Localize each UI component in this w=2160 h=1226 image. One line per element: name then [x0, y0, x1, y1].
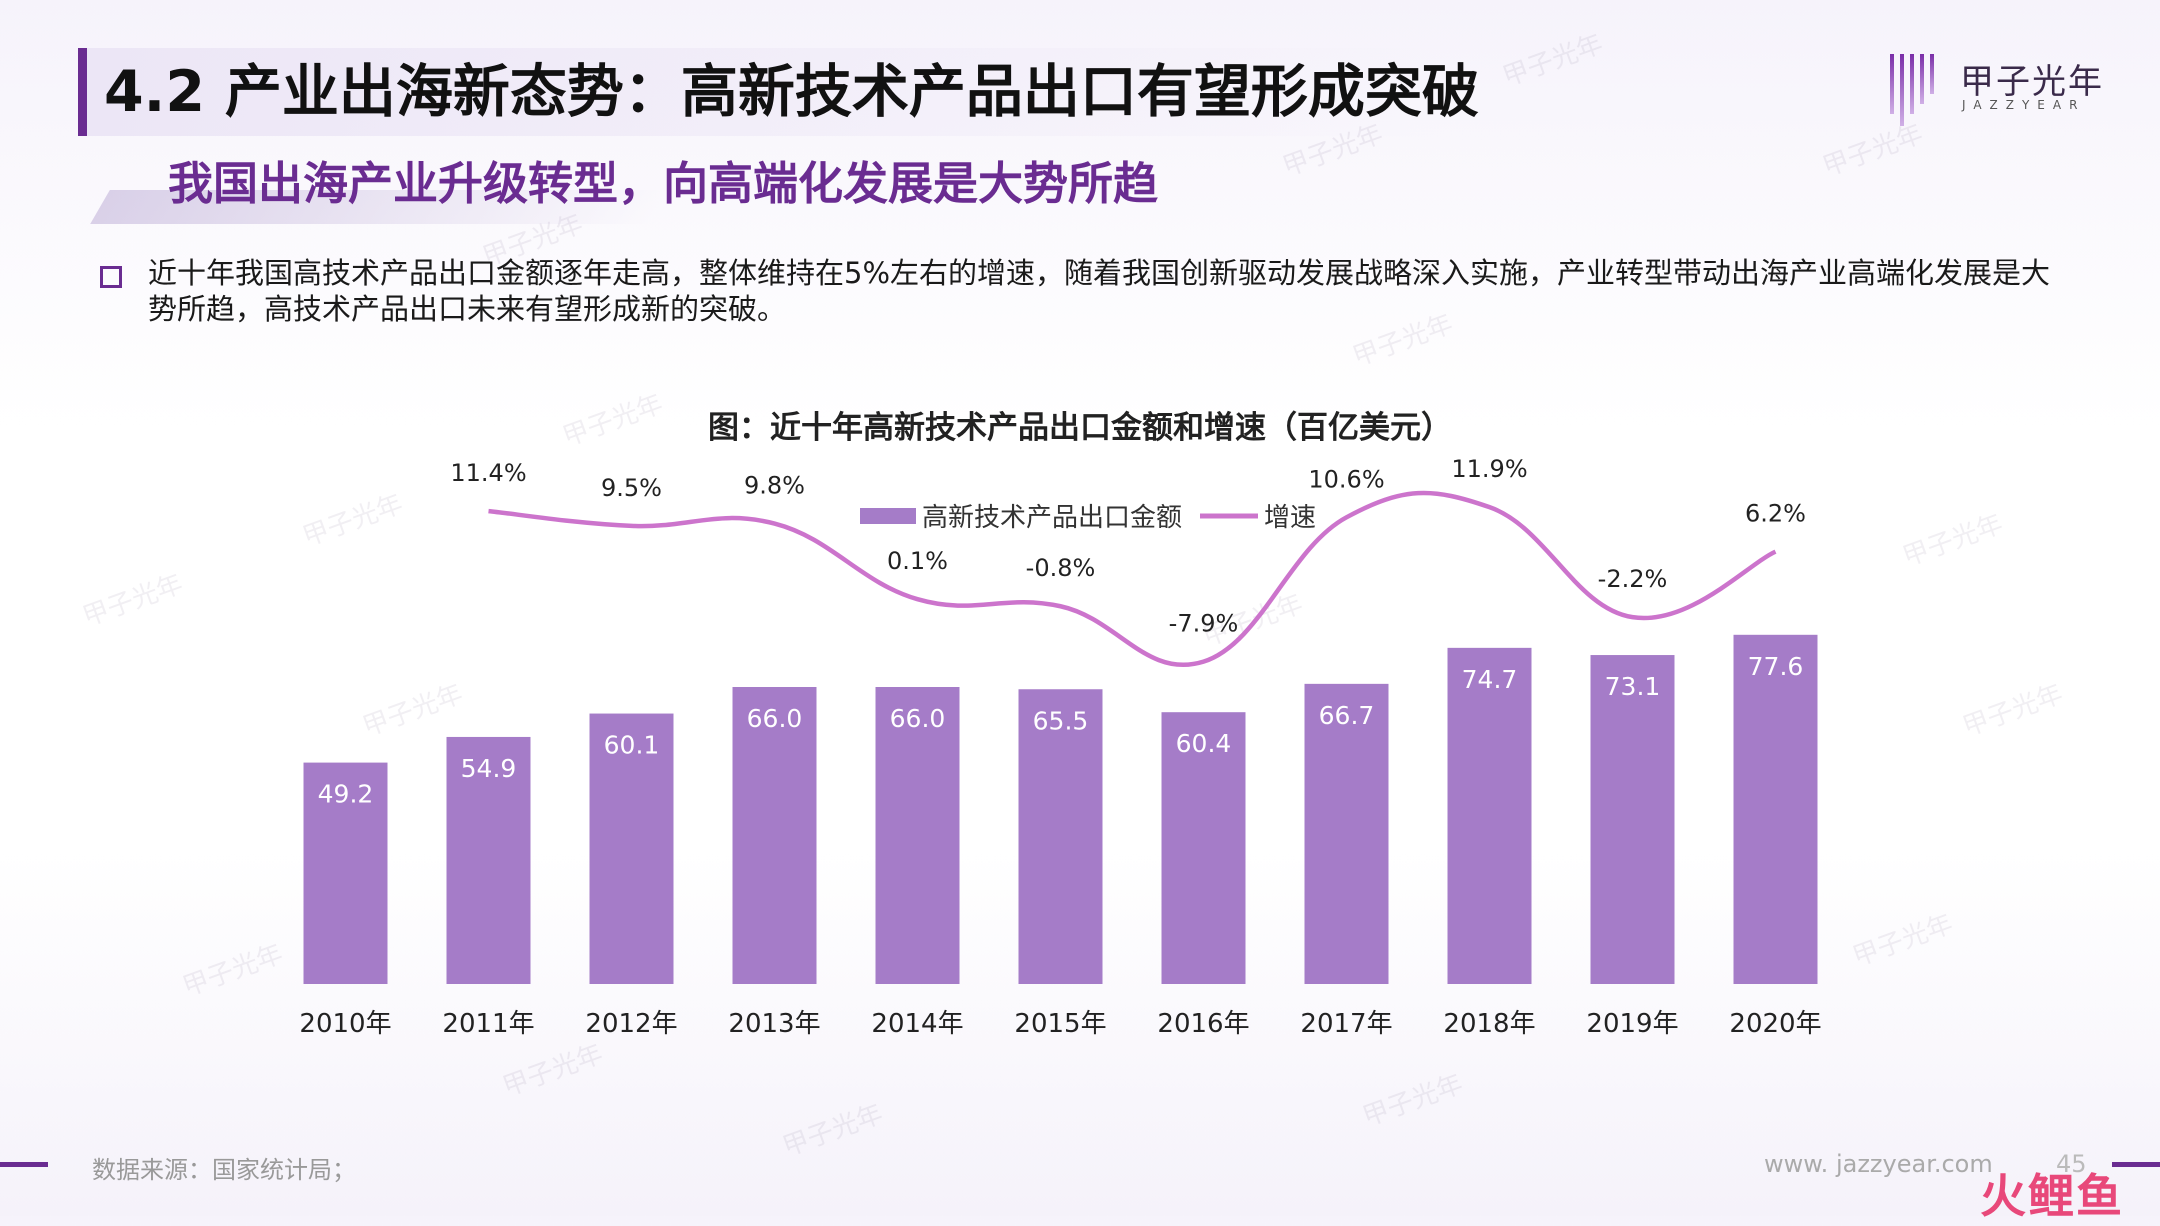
- bar: [1161, 712, 1246, 984]
- bar: [1304, 683, 1389, 984]
- growth-rate-line: [488, 490, 1777, 668]
- corner-watermark: 火鲤鱼: [1980, 1169, 2124, 1223]
- title-background: [78, 48, 1598, 136]
- chart-legend: 高新技术产品出口金额 增速: [860, 503, 1316, 533]
- growth-rate-label: 11.4%: [450, 459, 526, 487]
- bar: [589, 713, 674, 984]
- page-title: 4.2 产业出海新态势：高新技术产品出口有望形成突破: [104, 59, 1479, 125]
- growth-rate-label: 9.5%: [601, 474, 662, 502]
- footer-accent-left: [0, 1162, 48, 1167]
- growth-rate-label: -7.9%: [1169, 610, 1239, 638]
- bar-value-label: 66.0: [747, 704, 803, 733]
- x-tick-label: 2013年: [728, 1009, 820, 1039]
- x-tick-label: 2016年: [1157, 1009, 1249, 1039]
- growth-rate-label: 6.2%: [1745, 500, 1806, 528]
- growth-rate-label: 10.6%: [1308, 465, 1384, 493]
- bar-value-label: 60.4: [1176, 729, 1232, 758]
- x-tick-label: 2011年: [442, 1009, 534, 1039]
- logo-mark-icon: [1890, 54, 1934, 126]
- x-tick-label: 2019年: [1586, 1009, 1678, 1039]
- bar: [303, 762, 388, 984]
- logo-text: 甲子光年: [1960, 62, 2104, 102]
- website-link[interactable]: www. jazzyear.com: [1764, 1150, 1993, 1178]
- bar: [1018, 689, 1103, 984]
- section-subtitle: 我国出海产业升级转型，向高端化发展是大势所趋: [168, 157, 1159, 210]
- page-number: 45: [2056, 1150, 2087, 1178]
- growth-rate-label: 0.1%: [887, 547, 948, 575]
- brand-logo: 甲子光年 JAZZYEAR: [1888, 50, 2148, 130]
- growth-rate-label: 11.9%: [1451, 455, 1527, 483]
- legend-bar-swatch: [860, 508, 916, 524]
- logo-subtext: JAZZYEAR: [1962, 98, 2086, 112]
- bar: [1733, 634, 1818, 984]
- data-source: 数据来源：国家统计局；: [92, 1156, 356, 1184]
- x-tick-label: 2010年: [299, 1009, 391, 1039]
- bar: [446, 736, 531, 984]
- chart-title: 图：近十年高新技术产品出口金额和增速（百亿美元）: [708, 410, 1452, 446]
- x-tick-label: 2018年: [1443, 1009, 1535, 1039]
- bar-value-label: 54.9: [461, 754, 517, 783]
- x-tick-label: 2014年: [871, 1009, 963, 1039]
- x-tick-label: 2012年: [585, 1009, 677, 1039]
- x-tick-label: 2020年: [1729, 1009, 1821, 1039]
- bullet-square-icon: [100, 266, 122, 288]
- legend-line-label: 增速: [1264, 503, 1316, 533]
- bar-value-label: 73.1: [1605, 672, 1661, 701]
- growth-rate-label: 9.8%: [744, 472, 805, 500]
- bar: [1447, 647, 1532, 984]
- bar-value-label: 77.6: [1748, 652, 1804, 681]
- x-tick-label: 2015年: [1014, 1009, 1106, 1039]
- legend-bar-label: 高新技术产品出口金额: [922, 503, 1182, 533]
- growth-rate-label: -0.8%: [1026, 554, 1096, 582]
- bar-value-label: 74.7: [1462, 665, 1518, 694]
- footer-accent-right: [2112, 1162, 2160, 1167]
- x-tick-label: 2017年: [1300, 1009, 1392, 1039]
- bar-value-label: 65.5: [1033, 706, 1089, 735]
- bar-value-label: 66.7: [1319, 701, 1375, 730]
- bar-value-label: 66.0: [890, 704, 946, 733]
- bar: [1590, 655, 1675, 984]
- bar-value-label: 60.1: [604, 731, 660, 760]
- bar-value-label: 49.2: [318, 780, 374, 809]
- bar: [732, 687, 817, 984]
- bullet-paragraph: 近十年我国高技术产品出口金额逐年走高，整体维持在5%左右的增速，随着我国创新驱动…: [148, 256, 2051, 326]
- title-accent-bar: [78, 48, 87, 136]
- bar: [875, 687, 960, 984]
- growth-rate-label: -2.2%: [1598, 565, 1668, 593]
